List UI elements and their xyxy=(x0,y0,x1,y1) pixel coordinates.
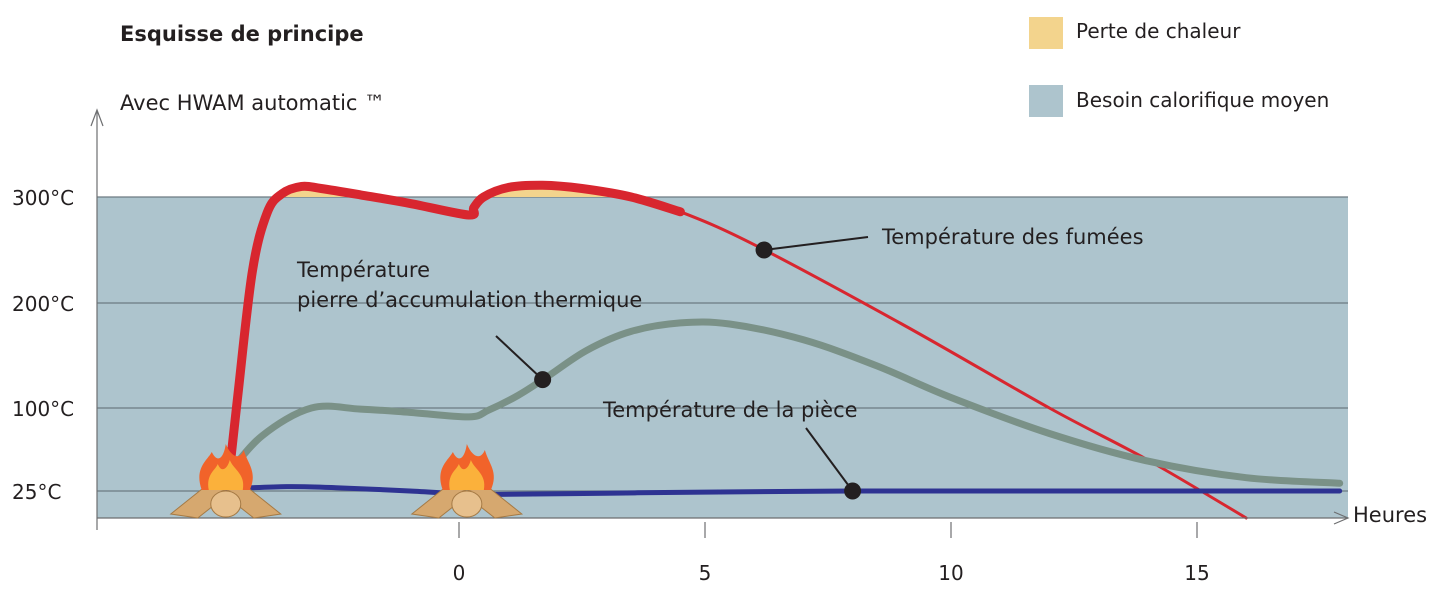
annotation-dot xyxy=(844,482,862,500)
log-end-shape xyxy=(210,490,242,518)
y-tick-label-300: 300°C xyxy=(12,186,74,210)
flame-inner xyxy=(449,460,485,490)
annotation-leader-line xyxy=(805,427,854,492)
y-tick-label-100: 100°C xyxy=(12,397,74,421)
fire-icon xyxy=(169,444,282,519)
x-tick-label-15: 15 xyxy=(1184,561,1209,585)
series-line-temperature-des-fumees xyxy=(226,183,1248,520)
annotation-storage-stone-label-line1: Température xyxy=(296,258,430,282)
series-line-temperature-de-la-piece xyxy=(225,484,1343,498)
legend-label-heat-loss: Perte de chaleur xyxy=(1076,19,1241,43)
y-tick-label-200: 200°C xyxy=(12,292,74,316)
axes-layer: 0 5 10 15 25°C 100°C 200°C 300°C xyxy=(12,108,1350,585)
annotation-leader-line xyxy=(763,236,869,251)
annotation-flue-gas-label: Température des fumées xyxy=(881,225,1144,249)
legend-swatch-average-heat-demand xyxy=(1029,85,1063,117)
legend-swatch-heat-loss xyxy=(1029,17,1063,49)
annotation-room-label: Température de la pièce xyxy=(602,398,858,422)
x-axis-label: Heures xyxy=(1353,503,1427,527)
fire-icon xyxy=(410,444,524,519)
annotation-dot xyxy=(755,241,773,259)
band-layer xyxy=(97,197,1348,518)
fire-layer xyxy=(169,444,524,519)
x-tick-label-10: 10 xyxy=(938,561,963,585)
x-axis-arrow xyxy=(1333,511,1350,525)
chart-subtitle: Avec HWAM automatic ™ xyxy=(120,91,385,115)
x-tick-label-5: 5 xyxy=(699,561,712,585)
y-tick-label-25: 25°C xyxy=(12,480,61,504)
flame-inner xyxy=(208,460,244,490)
annotation-dot xyxy=(534,371,552,389)
annotation-storage-stone-label-line2: pierre d’accumulation thermique xyxy=(297,288,642,312)
log-end-shape xyxy=(451,490,483,518)
legend-label-average-heat-demand: Besoin calorifique moyen xyxy=(1076,88,1329,112)
x-tick-label-0: 0 xyxy=(453,561,466,585)
y-axis-arrow xyxy=(90,108,104,127)
chart-title: Esquisse de principe xyxy=(120,22,364,46)
series-line-temperature-pierre-d-accumulation-thermique xyxy=(224,318,1344,487)
series-layer xyxy=(223,180,1344,520)
annotation-layer xyxy=(495,236,869,500)
annotation-leader-line xyxy=(495,335,544,381)
legend: Perte de chaleur Besoin calorifique moye… xyxy=(1029,17,1329,117)
average-heat-demand-band xyxy=(97,197,1348,518)
